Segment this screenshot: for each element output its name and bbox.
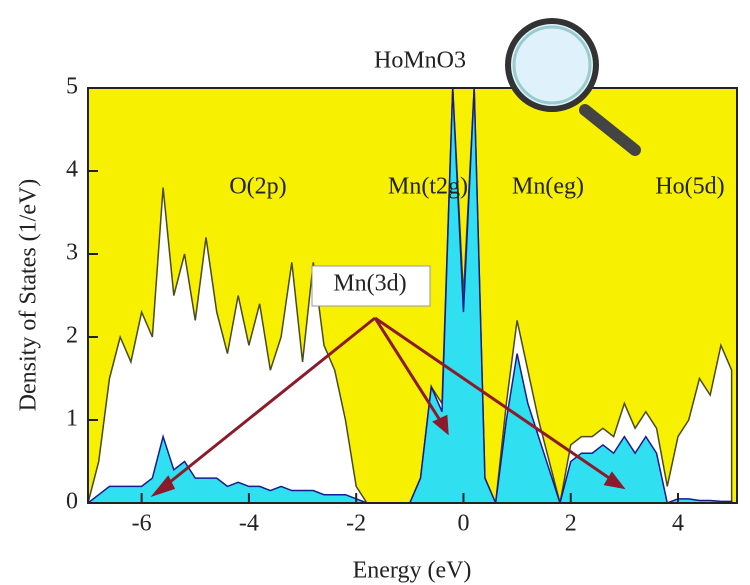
x-tick-label: 2 [565, 511, 577, 537]
y-tick-label: 2 [66, 323, 78, 349]
annotation: Mn(eg) [512, 174, 584, 200]
annotation: Ho(5d) [655, 174, 724, 200]
annotation: Mn(t2g) [388, 174, 468, 200]
annotation: Mn(3d) [333, 271, 406, 297]
annotation: O(2p) [229, 174, 286, 200]
x-tick-label: 0 [457, 511, 469, 537]
y-tick-label: 1 [66, 406, 78, 432]
y-tick-label: 4 [66, 157, 78, 183]
x-tick-label: -6 [132, 511, 152, 537]
x-tick-label: 4 [672, 511, 684, 537]
y-axis-label: Density of States (1/eV) [16, 179, 42, 412]
chart: HoMnO3 Energy (eV) Density of States (1/… [0, 0, 750, 585]
y-tick-label: 3 [66, 240, 78, 266]
chart-title: HoMnO3 [374, 48, 466, 74]
x-tick-label: -2 [346, 511, 366, 537]
y-tick-label: 0 [66, 489, 78, 515]
x-axis-label: Energy (eV) [353, 558, 472, 584]
x-tick-label: -4 [239, 511, 259, 537]
y-tick-label: 5 [66, 74, 78, 100]
